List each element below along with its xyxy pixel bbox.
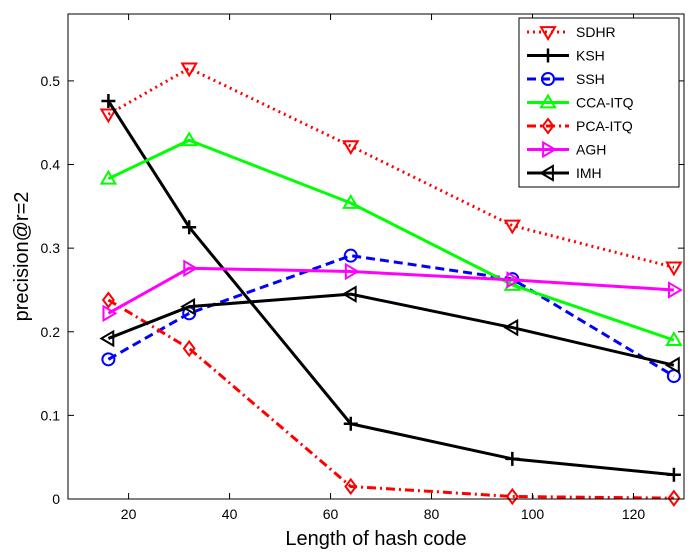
series-line-cca-itq xyxy=(107,138,675,342)
x-tick-label: 80 xyxy=(424,506,440,522)
data-point-cca-itq-128 xyxy=(665,331,683,347)
data-point-ssh-16 xyxy=(101,352,116,367)
data-point-pca-itq-96 xyxy=(505,487,519,506)
data-point-pca-itq-16 xyxy=(101,291,115,309)
data-point-cca-itq-64 xyxy=(342,194,360,209)
data-point-sdhr-128 xyxy=(665,261,683,277)
data-point-imh-64 xyxy=(341,285,357,303)
legend-label: AGH xyxy=(576,142,606,158)
series-line-sdhr xyxy=(107,66,675,269)
data-point-imh-96 xyxy=(503,318,519,337)
legend-marker xyxy=(541,48,555,63)
x-tick-label: 60 xyxy=(323,506,339,522)
data-point-agh-16 xyxy=(102,304,118,323)
data-point-cca-itq-96 xyxy=(503,275,522,291)
y-tick-label: 0.1 xyxy=(41,407,61,423)
legend-label: CCA-ITQ xyxy=(576,95,634,111)
legend-item-cca-itq: CCA-ITQ xyxy=(527,93,634,111)
series-line-agh xyxy=(107,266,674,315)
legend-item-imh: IMH xyxy=(527,164,602,182)
data-point-sdhr-32 xyxy=(180,62,198,78)
data-point-agh-96 xyxy=(506,271,522,289)
legend-marker xyxy=(539,26,557,41)
data-point-agh-32 xyxy=(183,259,199,277)
ticks-layer: 20 40 60 80 100 120 0 0.1 0.2 0.3 0.4 0.5 xyxy=(41,14,684,522)
data-point-sdhr-64 xyxy=(342,140,360,156)
legend-item-pca-itq: PCA-ITQ xyxy=(527,117,633,135)
data-point-agh-64 xyxy=(344,262,360,281)
legend-item-sdhr: SDHR xyxy=(527,24,616,41)
legend-marker xyxy=(541,72,555,86)
legend-label: KSH xyxy=(576,48,605,64)
data-point-imh-16 xyxy=(99,329,115,348)
series-pca-itq xyxy=(101,291,681,507)
legend-item-ksh: KSH xyxy=(527,48,605,64)
y-tick-label: 0.5 xyxy=(41,73,61,89)
data-point-sdhr-16 xyxy=(99,108,118,124)
series-ksh xyxy=(101,93,681,482)
legend-marker xyxy=(541,117,555,135)
series-line-ssh xyxy=(107,254,675,378)
x-tick-label: 20 xyxy=(121,506,137,522)
y-tick-label: 0.4 xyxy=(41,157,61,173)
data-point-ksh-32 xyxy=(182,220,197,235)
series-imh xyxy=(99,285,680,374)
legend: SDHR KSH SSH CCA-ITQ PCA-ITQ AGH IMH xyxy=(518,17,680,188)
data-point-cca-itq-16 xyxy=(99,169,118,185)
x-tick-label: 120 xyxy=(622,506,646,522)
legend-item-agh: AGH xyxy=(527,140,606,159)
data-point-sdhr-96 xyxy=(503,219,522,235)
x-axis-title: Length of hash code xyxy=(285,528,466,550)
data-point-imh-128 xyxy=(664,356,680,374)
data-point-agh-128 xyxy=(668,281,683,299)
legend-label: IMH xyxy=(576,165,602,181)
series-layer xyxy=(99,62,683,507)
x-tick-label: 100 xyxy=(521,506,545,522)
y-tick-label: 0.2 xyxy=(41,324,61,340)
legend-marker xyxy=(542,140,557,159)
data-point-ksh-16 xyxy=(101,93,116,108)
legend-label: SDHR xyxy=(576,24,616,40)
legend-item-ssh: SSH xyxy=(527,71,605,87)
data-point-ksh-64 xyxy=(343,416,358,431)
legend-label: SSH xyxy=(576,71,605,87)
legend-label: PCA-ITQ xyxy=(576,118,633,134)
y-tick-label: 0.3 xyxy=(41,240,61,256)
data-point-pca-itq-64 xyxy=(344,477,358,496)
data-point-pca-itq-32 xyxy=(182,339,196,358)
data-point-cca-itq-32 xyxy=(180,131,198,147)
legend-marker xyxy=(539,93,557,109)
plot-frame xyxy=(67,13,685,500)
y-tick-label: 0 xyxy=(52,491,60,507)
y-axis-title: precision@r=2 xyxy=(11,192,33,322)
legend-marker xyxy=(539,164,554,182)
series-cca-itq xyxy=(99,131,683,347)
data-point-imh-32 xyxy=(180,297,196,316)
x-tick-label: 40 xyxy=(222,506,238,522)
series-agh xyxy=(102,259,683,323)
data-point-ksh-128 xyxy=(666,467,681,482)
data-point-ksh-96 xyxy=(505,451,520,466)
series-line-imh xyxy=(107,292,675,367)
series-sdhr xyxy=(99,62,683,277)
series-line-pca-itq xyxy=(107,298,674,500)
data-point-ssh-64 xyxy=(343,248,358,263)
data-point-pca-itq-128 xyxy=(667,489,681,507)
